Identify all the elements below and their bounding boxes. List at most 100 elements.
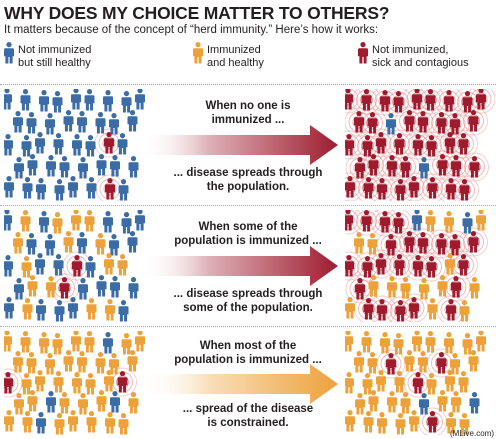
person-icon-not-immunized [72,134,82,156]
person-icon-sick [444,90,454,112]
person-icon-immunized [368,390,379,412]
person-icon-sick [345,134,354,156]
person-icon-immunized [78,393,88,415]
person-icon-immunized [345,331,353,352]
person-icon-sick [458,133,469,155]
person-icon-immunized [118,413,129,435]
person-icon-immunized [445,253,455,275]
person-icon-immunized [117,254,128,276]
person-icon-sick [394,133,405,155]
person-icon-sick [468,110,479,132]
crowd-after-some-immunized [345,210,488,322]
person-icon-immunized [21,256,32,278]
person-icon-sick [436,233,447,255]
person-icon-immunized [77,351,87,373]
person-icon-sick [436,352,447,374]
section-divider [0,205,496,206]
spread-arrow [140,125,338,165]
person-icon-sick [418,111,428,133]
person-icon-not-immunized [118,300,129,322]
person-icon-immunized [476,210,486,231]
person-icon-not-immunized [77,111,87,133]
person-icon-not-immunized [22,177,33,199]
source-credit: (MLive.com) [449,429,494,438]
person-icon-not-immunized [46,155,56,177]
person-icon-immunized [469,277,480,299]
person-icon-immunized [127,350,138,372]
person-icon-immunized [444,211,454,233]
person-icon-not-immunized [14,157,24,179]
person-icon-not-immunized [4,297,14,319]
person-icon-not-immunized [78,157,88,179]
person-icon-not-immunized [469,392,480,414]
crowd-before-no-immunization [4,89,145,201]
person-icon-not-immunized [14,278,24,300]
person-icon-immunized [437,275,448,297]
person-icon-sick [380,211,390,233]
person-icon-sick [426,135,437,157]
person-icon-sick [4,372,13,394]
person-icon-not-immunized [54,179,65,201]
legend-item-sick-contagious: Not immunized, sick and contagious [358,40,493,74]
person-icon-immunized [355,393,365,415]
person-icon-immunized [22,298,33,320]
person-icon-not-immunized [96,154,107,176]
person-icon-immunized [425,210,436,232]
person-icon-not-immunized [45,234,55,256]
person-icon [193,42,203,64]
person-icon-not-immunized [39,90,49,112]
person-icon-sick [436,112,447,134]
person-icon-not-immunized [419,157,429,179]
person-icon-immunized [59,392,70,414]
person-icon-immunized [394,371,405,393]
person-icon-sick [105,178,115,200]
person-icon-sick [345,89,353,110]
person-icon-immunized [426,373,437,395]
person-icon-sick [451,276,461,298]
person-icon-not-immunized [39,211,49,233]
person-icon-sick [469,156,480,178]
person-icon-immunized [13,351,23,373]
person-icon-not-immunized [36,299,46,321]
person-icon-immunized [367,352,378,374]
person-icon-immunized [409,410,419,432]
person-icon-not-immunized [103,211,113,233]
person-icon-not-immunized [77,232,87,254]
person-icon-immunized [84,331,95,353]
person-icon-not-immunized [95,112,106,134]
person-icon-immunized [468,350,479,372]
person-icon-not-immunized [128,277,139,299]
scenario-bottom-caption: ... disease spreads through some of the … [173,288,323,314]
person-icon-immunized [105,299,115,321]
person-icon-immunized [445,370,455,392]
person-icon [358,42,368,64]
person-icon-immunized [68,410,78,432]
person-icon-sick [394,254,405,276]
person-icon-immunized [53,371,64,393]
person-icon-not-immunized [127,110,138,132]
person-icon-not-immunized [36,178,46,200]
person-icon-sick [345,210,353,231]
person-icon-not-immunized [4,176,14,198]
legend-label: Not immunized, sick and contagious [372,44,469,69]
person-icon-not-immunized [26,233,37,255]
person-icon-sick [395,179,406,201]
person-icon-immunized [387,391,397,413]
person-icon-immunized [96,390,107,412]
person-icon-not-immunized [4,255,13,277]
person-icon-sick [386,353,396,375]
person-icon-not-immunized [135,89,145,110]
person-icon-sick [412,89,422,110]
person-icon-immunized [26,352,37,374]
person-icon-immunized [20,331,31,353]
person-icon-immunized [400,277,411,299]
person-icon-immunized [425,331,436,353]
person-icon-immunized [387,276,397,298]
person-icon-immunized [361,331,372,353]
person-icon-not-immunized [78,278,88,300]
person-icon-not-immunized [96,275,107,297]
person-icon-sick [425,89,436,111]
person-icon-not-immunized [27,154,38,176]
person-icon-sick [376,253,386,275]
person-icon-sick [451,155,461,177]
